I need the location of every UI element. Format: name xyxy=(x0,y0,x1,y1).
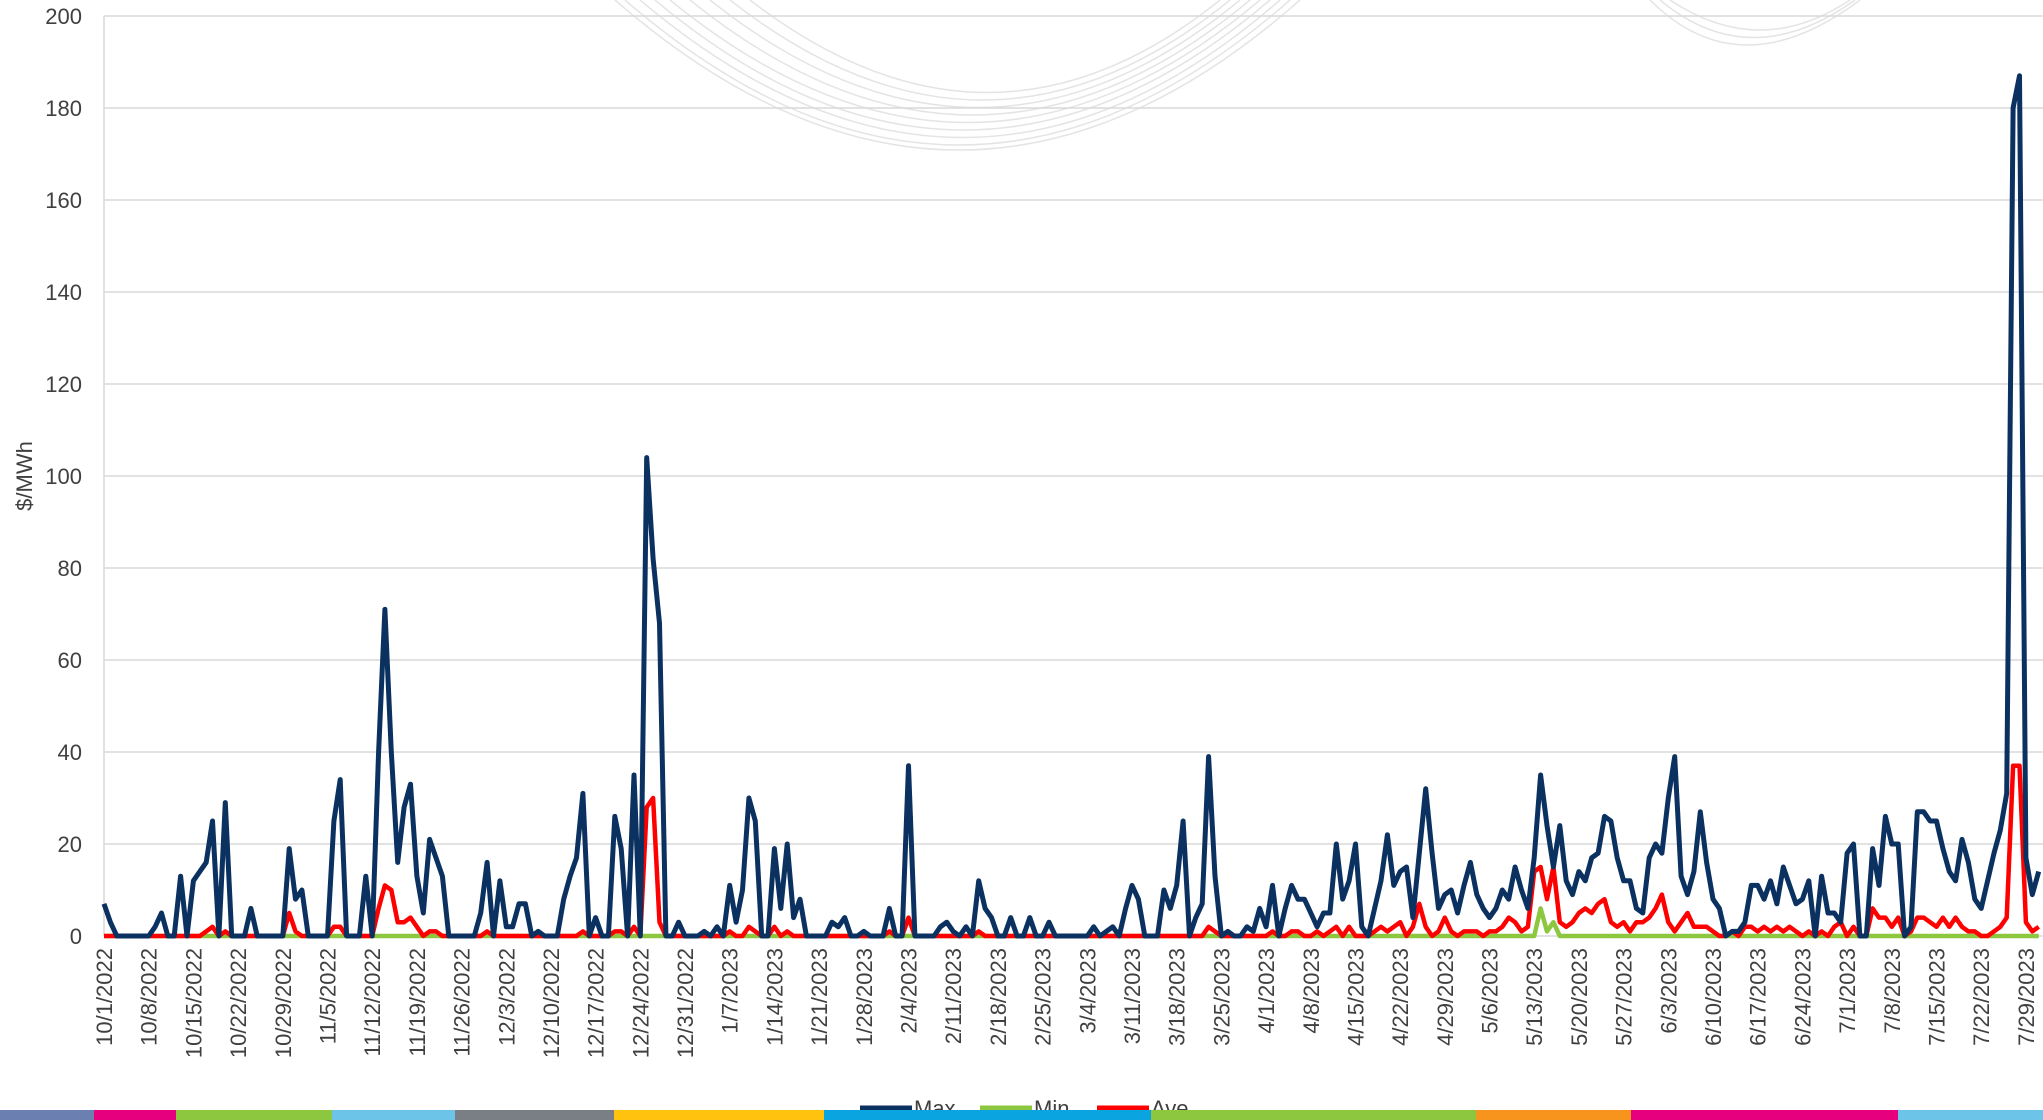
plot-area xyxy=(104,76,2039,936)
x-tick-label: 2/18/2023 xyxy=(986,948,1011,1046)
x-tick-label: 11/26/2022 xyxy=(450,948,475,1056)
x-tick-label: 12/31/2022 xyxy=(673,948,698,1058)
x-tick-label: 7/8/2023 xyxy=(1880,948,1905,1034)
background-arcs xyxy=(615,0,1860,150)
x-tick-label: 10/22/2022 xyxy=(226,948,251,1058)
x-tick-label: 11/5/2022 xyxy=(315,948,340,1044)
x-tick-label: 3/11/2023 xyxy=(1120,948,1145,1044)
x-tick-label: 10/15/2022 xyxy=(181,948,206,1058)
x-tick-label: 3/25/2023 xyxy=(1209,948,1234,1046)
x-tick-label: 6/17/2023 xyxy=(1746,948,1771,1046)
y-axis-title: $/MWh xyxy=(12,441,37,511)
x-tick-label: 5/27/2023 xyxy=(1612,948,1637,1046)
y-tick-label: 120 xyxy=(45,372,82,397)
y-tick-label: 60 xyxy=(58,648,82,673)
x-tick-label: 1/14/2023 xyxy=(762,948,787,1046)
x-tick-label: 6/3/2023 xyxy=(1656,948,1681,1034)
x-tick-label: 11/19/2022 xyxy=(405,948,430,1056)
x-tick-label: 1/28/2023 xyxy=(852,948,877,1046)
x-tick-label: 5/6/2023 xyxy=(1478,948,1503,1034)
x-tick-label: 6/10/2023 xyxy=(1701,948,1726,1046)
x-tick-label: 10/29/2022 xyxy=(271,948,296,1058)
x-tick-label: 7/22/2023 xyxy=(1969,948,1994,1046)
x-tick-label: 4/22/2023 xyxy=(1388,948,1413,1046)
x-tick-label: 12/17/2022 xyxy=(584,948,609,1058)
y-tick-label: 200 xyxy=(45,4,82,29)
x-tick-label: 3/18/2023 xyxy=(1165,948,1190,1046)
x-tick-label: 2/11/2023 xyxy=(941,948,966,1044)
x-tick-label: 4/1/2023 xyxy=(1254,948,1279,1034)
y-tick-label: 180 xyxy=(45,96,82,121)
y-tick-label: 160 xyxy=(45,188,82,213)
x-tick-label: 7/29/2023 xyxy=(2014,948,2039,1046)
x-tick-label: 1/21/2023 xyxy=(807,948,832,1046)
x-tick-label: 12/24/2022 xyxy=(628,948,653,1058)
y-tick-label: 20 xyxy=(58,832,82,857)
x-tick-label: 10/1/2022 xyxy=(92,948,117,1046)
x-tick-label: 4/8/2023 xyxy=(1299,948,1324,1034)
x-tick-label: 7/1/2023 xyxy=(1835,948,1860,1034)
x-tick-label: 1/7/2023 xyxy=(718,948,743,1034)
y-tick-label: 40 xyxy=(58,740,82,765)
x-tick-label: 4/29/2023 xyxy=(1433,948,1458,1046)
y-tick-label: 140 xyxy=(45,280,82,305)
x-tick-label: 7/15/2023 xyxy=(1924,948,1949,1046)
x-tick-label: 6/24/2023 xyxy=(1790,948,1815,1046)
x-tick-label: 4/15/2023 xyxy=(1343,948,1368,1046)
footer-stripe xyxy=(0,1110,2043,1120)
chart: 0 20 40 60 80 100 120 140 160 180 200 10/1/2022 10/8… xyxy=(0,0,2043,1120)
x-tick-label: 2/4/2023 xyxy=(897,948,922,1034)
x-tick-label: 2/25/2023 xyxy=(1031,948,1056,1046)
x-tick-label: 10/8/2022 xyxy=(137,948,162,1046)
y-tick-label: 100 xyxy=(45,464,82,489)
x-tick-label: 11/12/2022 xyxy=(360,948,385,1056)
x-tick-label: 3/4/2023 xyxy=(1075,948,1100,1034)
x-tick-label: 12/3/2022 xyxy=(494,948,519,1046)
x-tick-label: 5/20/2023 xyxy=(1567,948,1592,1046)
x-tick-label: 12/10/2022 xyxy=(539,948,564,1058)
series-line xyxy=(104,76,2039,936)
x-tick-label: 5/13/2023 xyxy=(1522,948,1547,1046)
y-tick-label: 0 xyxy=(70,924,82,949)
y-tick-label: 80 xyxy=(58,556,82,581)
